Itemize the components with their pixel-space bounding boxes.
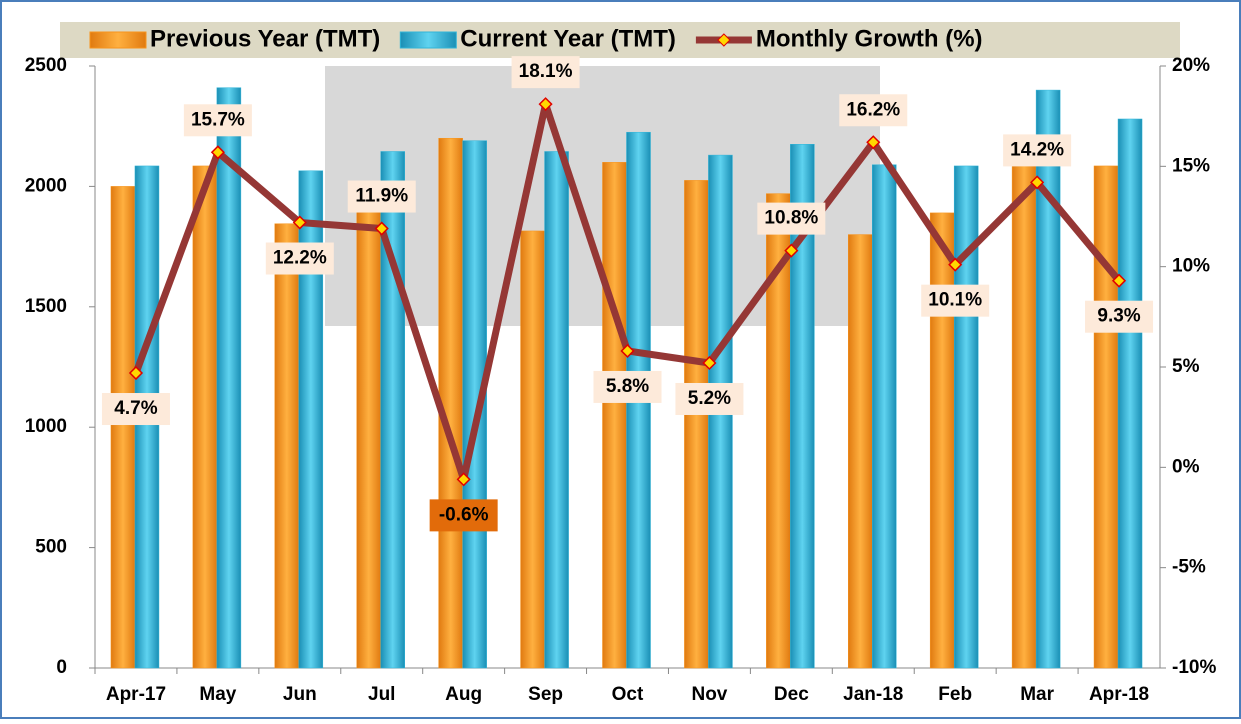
- y-tick-label: 0: [56, 657, 67, 678]
- x-tick-label: Jul: [368, 684, 395, 705]
- y-tick-label: 2000: [25, 175, 67, 196]
- y2-tick-label: -5%: [1172, 557, 1206, 578]
- x-tick-label: Apr-18: [1089, 684, 1149, 705]
- label-box: [675, 382, 744, 415]
- marker: [210, 145, 225, 160]
- x-tick-label: May: [199, 684, 236, 705]
- legend-swatch: [89, 31, 147, 49]
- data-label: 14.2%: [1010, 139, 1064, 160]
- x-tick-label: Feb: [938, 684, 972, 705]
- legend-label: Monthly Growth (%): [756, 25, 983, 52]
- y2-tick-label: -10%: [1172, 657, 1216, 678]
- data-label: 10.8%: [764, 208, 818, 229]
- marker: [374, 221, 389, 236]
- bar: [1117, 118, 1143, 669]
- y-tick-label: 2500: [25, 55, 67, 76]
- marker: [702, 355, 717, 371]
- label-box: [101, 393, 170, 426]
- x-tick-label: Sep: [528, 684, 563, 705]
- bar: [544, 151, 569, 669]
- x-tick-label: Aug: [445, 684, 482, 705]
- data-label: 12.2%: [273, 248, 327, 269]
- label-box: [757, 202, 826, 235]
- legend-marker: [717, 33, 731, 47]
- legend-band: [60, 22, 1180, 58]
- y2-tick-label: 5%: [1172, 356, 1200, 377]
- marker: [292, 215, 307, 230]
- data-label: 4.7%: [114, 398, 157, 419]
- y2-tick-label: 15%: [1172, 155, 1210, 176]
- label-box: [1085, 300, 1154, 333]
- marker: [620, 343, 635, 359]
- bar: [684, 180, 709, 669]
- y2-tick-label: 10%: [1172, 256, 1210, 277]
- bar: [274, 223, 300, 669]
- bar: [356, 205, 381, 669]
- data-label: 9.3%: [1097, 306, 1140, 327]
- label-box: [265, 242, 334, 275]
- label-box: [839, 94, 908, 127]
- marker: [1030, 175, 1045, 190]
- data-label: 18.1%: [519, 61, 573, 82]
- marker: [866, 135, 881, 150]
- marker: [128, 365, 144, 381]
- marker: [784, 243, 799, 258]
- x-tick-label: Nov: [691, 684, 727, 705]
- bar: [1093, 165, 1119, 669]
- marker: [948, 257, 963, 272]
- bar: [216, 87, 242, 669]
- marker: [1111, 273, 1127, 288]
- marker: [538, 97, 553, 112]
- label-box: [511, 56, 580, 89]
- label-box: [593, 370, 662, 403]
- label-box: [429, 499, 498, 532]
- bar: [602, 162, 627, 669]
- bar: [872, 164, 897, 669]
- bar: [110, 186, 136, 669]
- bar: [438, 137, 463, 669]
- legend-label: Previous Year (TMT): [150, 25, 380, 52]
- label-box: [921, 284, 990, 317]
- x-tick-label: Jan-18: [843, 684, 903, 705]
- data-label: 10.1%: [928, 290, 982, 311]
- x-tick-label: Dec: [774, 684, 809, 705]
- x-tick-label: Apr-17: [106, 684, 166, 705]
- y2-tick-label: 20%: [1172, 55, 1210, 76]
- marker: [456, 472, 471, 487]
- data-label: 16.2%: [846, 99, 900, 120]
- data-label: -0.6%: [439, 504, 489, 525]
- x-tick-label: Oct: [612, 684, 644, 705]
- bar: [1035, 89, 1061, 669]
- x-tick-label: Jun: [283, 684, 317, 705]
- x-tick-label: Mar: [1020, 684, 1054, 705]
- label-box: [347, 180, 416, 213]
- data-label: 15.7%: [191, 109, 245, 130]
- y2-tick-label: 0%: [1172, 456, 1200, 477]
- legend-swatch: [399, 31, 457, 49]
- data-label: 5.2%: [688, 388, 731, 409]
- bar: [1011, 162, 1037, 669]
- label-box: [183, 104, 252, 137]
- y-tick-label: 1000: [25, 416, 67, 437]
- bar: [520, 230, 545, 669]
- label-box: [1003, 134, 1072, 167]
- legend-label: Current Year (TMT): [460, 25, 676, 52]
- bar: [929, 212, 955, 669]
- bar: [848, 234, 873, 669]
- y-tick-label: 1500: [25, 296, 67, 317]
- data-label: 11.9%: [355, 186, 408, 207]
- y-tick-label: 500: [35, 537, 67, 558]
- data-label: 5.8%: [606, 376, 649, 397]
- bar: [192, 165, 218, 669]
